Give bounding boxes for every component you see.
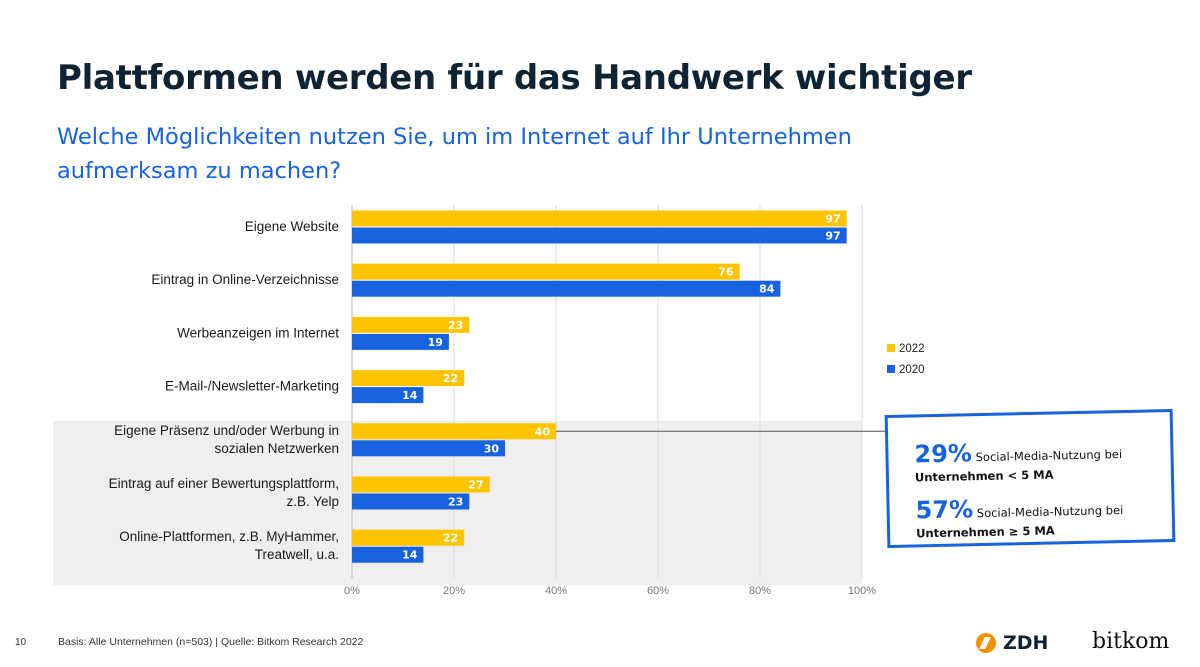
x-tick-label: 100% — [848, 585, 876, 597]
x-tick-label: 60% — [647, 585, 669, 597]
category-label: Treatwell, u.a. — [255, 547, 339, 562]
bar-2020 — [352, 333, 449, 350]
data-label-2020: 97 — [825, 230, 840, 243]
social-media-callout: 29% Social-Media-Nutzung bei Unternehmen… — [884, 408, 1176, 549]
bitkom-logo: bitkom — [1092, 629, 1170, 654]
category-label: Eigene Präsenz und/oder Werbung in — [114, 423, 339, 438]
data-label-2022: 40 — [535, 425, 551, 438]
page-title: Plattformen werden für das Handwerk wich… — [57, 58, 972, 98]
callout-item-small: 29% Social-Media-Nutzung bei Unternehmen… — [914, 439, 1123, 487]
bar-2022 — [352, 263, 740, 280]
footer: 10 Basis: Alle Unternehmen (n=503) | Que… — [0, 629, 1200, 660]
bar-2022 — [352, 476, 490, 493]
source-note: Basis: Alle Unternehmen (n=503) | Quelle… — [58, 636, 364, 648]
callout-line2: Unternehmen < 5 MA — [914, 467, 1054, 485]
zdh-logo-icon — [976, 633, 996, 653]
bar-2020 — [352, 440, 505, 457]
legend-label: 2020 — [899, 364, 925, 376]
data-label-2020: 19 — [428, 336, 443, 349]
data-label-2022: 22 — [443, 532, 458, 545]
legend-swatch — [887, 344, 895, 352]
category-label: Werbeanzeigen im Internet — [177, 325, 339, 340]
category-label: Eigene Website — [245, 219, 339, 234]
category-label: E-Mail-/Newsletter-Marketing — [165, 379, 339, 394]
callout-item-large: 57% Social-Media-Nutzung bei Unternehmen… — [915, 495, 1124, 543]
page-subtitle: Welche Möglichkeiten nutzen Sie, um im I… — [57, 124, 852, 184]
category-label: z.B. Yelp — [286, 494, 339, 509]
x-tick-label: 20% — [443, 585, 465, 597]
callout-line1: Social-Media-Nutzung bei — [976, 503, 1124, 521]
callout-pct: 57% — [915, 495, 974, 525]
bar-2020 — [352, 546, 424, 563]
x-tick-label: 0% — [344, 585, 360, 597]
data-label-2020: 14 — [402, 389, 418, 402]
data-label-2020: 84 — [759, 283, 775, 296]
data-label-2022: 97 — [825, 213, 840, 226]
bar-2022 — [352, 529, 465, 546]
callout-line1: Social-Media-Nutzung bei — [975, 447, 1123, 465]
bar-2022 — [352, 316, 470, 333]
bar-2020 — [352, 227, 847, 244]
zdh-logo-text: ZDH — [1003, 632, 1049, 654]
data-label-2022: 76 — [718, 266, 734, 279]
bar-2020 — [352, 493, 470, 510]
x-tick-label: 80% — [749, 585, 771, 597]
bar-2022 — [352, 370, 465, 387]
data-label-2022: 27 — [468, 479, 483, 492]
data-label-2020: 23 — [448, 496, 463, 509]
category-label: sozialen Netzwerken — [214, 441, 339, 456]
bar-2020 — [352, 387, 424, 404]
bar-2020 — [352, 280, 781, 297]
category-label: Online-Plattformen, z.B. MyHammer, — [119, 529, 339, 544]
legend-swatch — [887, 365, 895, 373]
legend-label: 2022 — [899, 343, 925, 355]
x-tick-label: 40% — [545, 585, 567, 597]
data-label-2022: 23 — [448, 319, 463, 332]
category-label: Eintrag in Online-Verzeichnisse — [151, 272, 339, 287]
callout-line2: Unternehmen ≥ 5 MA — [915, 523, 1055, 541]
data-label-2020: 30 — [484, 442, 500, 455]
data-label-2022: 22 — [443, 372, 458, 385]
category-label: Eintrag auf einer Bewertungsplattform, — [109, 476, 339, 491]
callout-pct: 29% — [914, 439, 973, 469]
page-number: 10 — [15, 637, 27, 648]
data-label-2020: 14 — [402, 549, 418, 562]
zdh-logo: ZDH — [976, 632, 1048, 654]
bar-2022 — [352, 210, 847, 227]
bar-2022 — [352, 423, 556, 440]
